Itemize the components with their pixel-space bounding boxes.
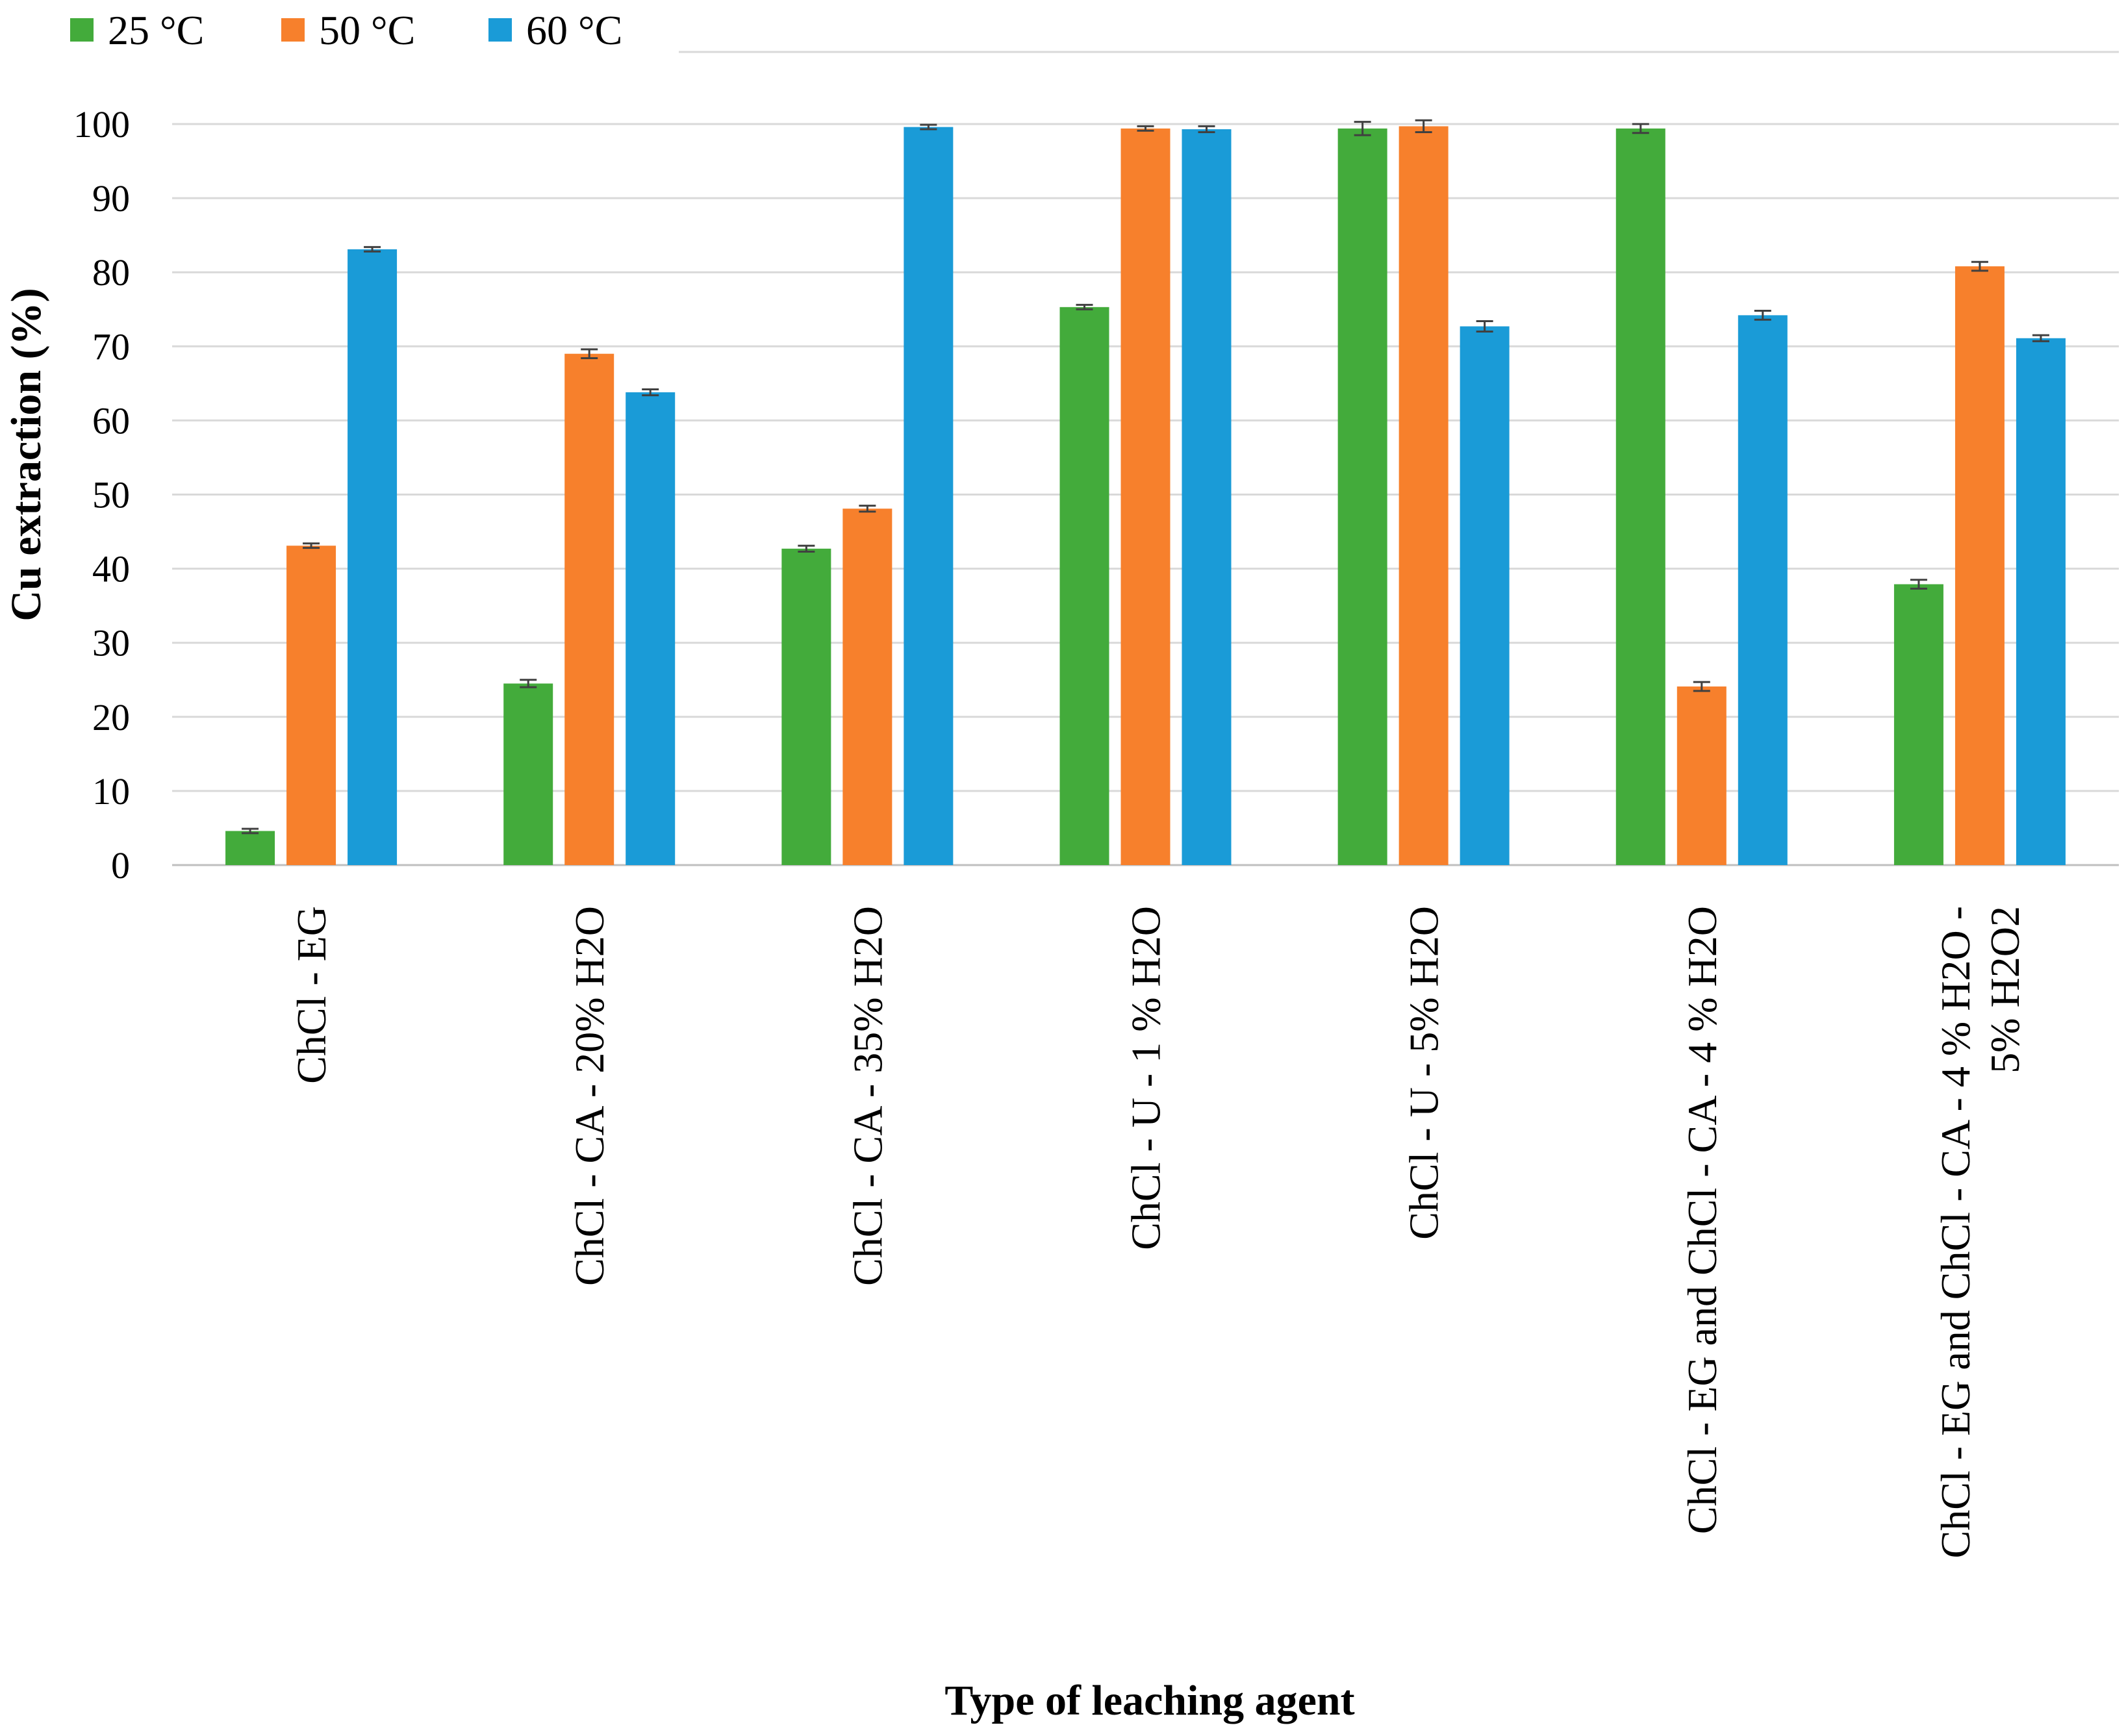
legend-label: 25 °C	[108, 7, 204, 53]
error-bar	[2032, 334, 2049, 342]
y-tick-label: 80	[92, 251, 130, 294]
bar-50C-0	[286, 546, 336, 865]
error-bar	[1910, 579, 1927, 590]
error-bar	[1476, 320, 1493, 333]
bar-50C-1	[564, 353, 614, 865]
x-category-label: ChCl - EG and ChCl - CA - 4 % H2O -	[1932, 906, 1979, 1558]
bar-60C-1	[626, 392, 676, 865]
legend-label: 50 °C	[319, 7, 415, 53]
legend-item: 50 °C	[281, 7, 415, 53]
y-tick-label: 40	[92, 548, 130, 590]
legend-swatch	[281, 18, 305, 42]
bars	[225, 126, 2066, 866]
error-bar	[1354, 121, 1371, 136]
y-tick-label: 30	[92, 622, 130, 664]
error-bar	[798, 544, 815, 553]
legend-swatch	[70, 18, 94, 42]
y-tick-label: 100	[73, 103, 130, 145]
bar-25C-3	[1059, 307, 1109, 865]
bar-50C-5	[1677, 686, 1727, 865]
bar-60C-4	[1460, 326, 1510, 865]
y-tick-label: 20	[92, 696, 130, 738]
bar-60C-3	[1182, 129, 1232, 865]
bar-60C-0	[348, 249, 398, 866]
x-axis-categories: ChCl - EG ChCl - CA - 20% H2O ChCl - CA - …	[288, 906, 2028, 1558]
error-bar	[520, 679, 537, 688]
error-bar	[581, 348, 598, 360]
y-tick-label: 10	[92, 770, 130, 812]
error-bar	[1415, 119, 1432, 134]
x-category-label: ChCl - U - 5% H2O	[1401, 906, 1447, 1240]
y-tick-label: 50	[92, 474, 130, 516]
error-bar	[1693, 681, 1710, 692]
legend-swatch	[488, 18, 512, 42]
error-bar	[1198, 125, 1215, 134]
error-bar	[303, 542, 320, 549]
error-bar	[1076, 303, 1093, 310]
bar-25C-2	[781, 548, 831, 865]
error-bar	[1971, 260, 1988, 272]
legend-item: 60 °C	[488, 7, 622, 53]
y-axis-title: Cu extraction (%)	[3, 288, 50, 621]
y-tick-label: 0	[111, 844, 130, 887]
bar-25C-0	[225, 831, 275, 865]
x-axis-title: Type of leaching agent	[944, 1677, 1354, 1724]
error-bar	[242, 827, 259, 835]
error-bars	[242, 119, 2049, 835]
x-category-label: 5% H2O2	[1982, 906, 2028, 1074]
bar-25C-6	[1893, 584, 1943, 865]
bar-60C-6	[2016, 338, 2066, 865]
bar-25C-5	[1615, 128, 1665, 866]
x-category-label: ChCl - EG and ChCl - CA - 4 % H2O	[1679, 906, 1725, 1534]
error-bar	[920, 123, 937, 131]
bar-50C-2	[842, 509, 892, 865]
bar-60C-2	[904, 127, 954, 866]
error-bar	[364, 245, 381, 253]
legend-label: 60 °C	[526, 7, 622, 53]
bar-50C-4	[1398, 126, 1449, 866]
legend-item: 25 °C	[70, 7, 204, 53]
bar-50C-6	[1955, 266, 2005, 865]
y-axis-ticks: 0 10 20 30 40 50 60 70 80 90 100	[73, 103, 130, 887]
bar-60C-5	[1738, 315, 1788, 865]
x-category-label: ChCl - U - 1 % H2O	[1123, 906, 1169, 1250]
legend: 25 °C 50 °C 60 °C	[70, 7, 622, 53]
error-bar	[1754, 310, 1771, 321]
bar-25C-1	[503, 683, 553, 865]
y-tick-label: 90	[92, 177, 130, 220]
y-tick-label: 70	[92, 325, 130, 368]
bar-25C-4	[1337, 128, 1387, 866]
error-bar	[642, 388, 659, 397]
error-bar	[1632, 123, 1649, 134]
bar-50C-3	[1120, 128, 1171, 866]
x-category-label: ChCl - CA - 20% H2O	[566, 906, 613, 1286]
y-tick-label: 60	[92, 399, 130, 442]
error-bar	[1137, 125, 1154, 132]
x-category-label: ChCl - CA - 35% H2O	[844, 906, 891, 1286]
x-category-label: ChCl - EG	[288, 906, 335, 1084]
error-bar	[859, 505, 876, 513]
